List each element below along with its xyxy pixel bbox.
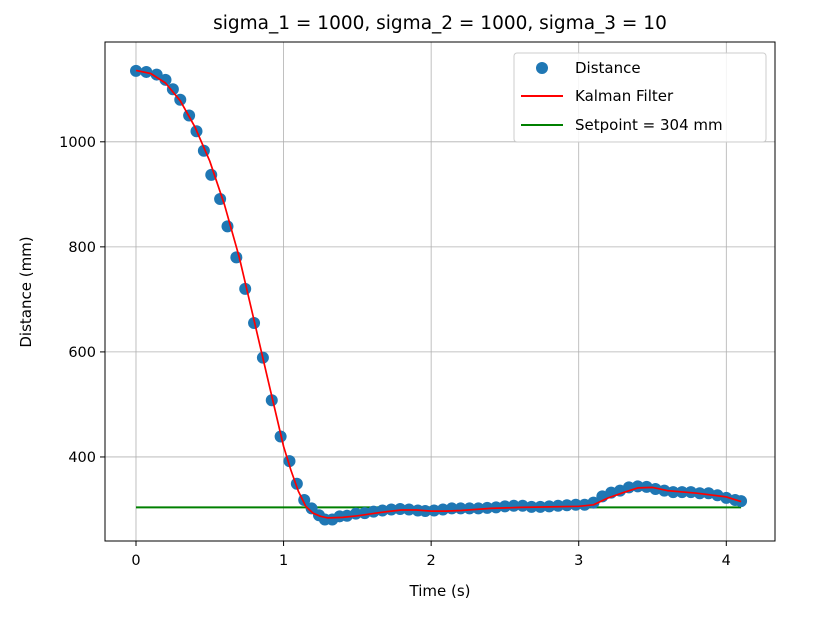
legend-box <box>513 52 767 143</box>
distance-point <box>376 504 389 517</box>
y-tick-label: 1000 <box>59 135 96 151</box>
legend-label-distance: Distance <box>575 59 641 77</box>
y-axis-label: Distance (mm) <box>17 236 35 347</box>
distance-point <box>265 394 278 407</box>
distance-point <box>498 500 511 513</box>
x-tick-label: 3 <box>574 553 583 569</box>
plot-area <box>129 64 748 526</box>
y-tick-label: 800 <box>68 240 96 256</box>
distance-point <box>358 507 371 520</box>
y-tick-label: 400 <box>68 450 96 466</box>
x-tick-label: 4 <box>722 553 731 569</box>
distance-point <box>649 482 662 495</box>
x-axis-label: Time (s) <box>409 582 471 600</box>
legend-label-setpoint: Setpoint = 304 mm <box>575 116 723 134</box>
distance-point <box>394 502 407 515</box>
plot-frame <box>104 41 776 542</box>
legend-label-kalman: Kalman Filter <box>575 87 674 105</box>
axis-ticks: 0 1 2 3 4 400 600 800 1000 <box>59 135 731 569</box>
distance-point <box>569 498 582 511</box>
legend: Distance Kalman Filter Setpoint = 304 mm <box>513 52 767 143</box>
x-tick-label: 0 <box>131 553 140 569</box>
distance-point <box>150 68 163 81</box>
kalman-filter-line <box>135 69 742 519</box>
distance-point <box>436 503 449 516</box>
distance-point <box>385 503 398 516</box>
distance-point <box>552 499 565 512</box>
y-tick-label: 600 <box>68 345 96 361</box>
x-tick-label: 1 <box>279 553 288 569</box>
distance-point <box>159 73 172 86</box>
distance-point <box>463 502 476 515</box>
x-tick-label: 2 <box>427 553 436 569</box>
distance-point <box>507 499 520 512</box>
chart-title: sigma_1 = 1000, sigma_2 = 1000, sigma_3 … <box>213 13 667 34</box>
distance-point <box>560 499 573 512</box>
legend-marker-distance <box>536 62 548 74</box>
distance-point <box>166 83 179 96</box>
distance-point <box>516 499 529 512</box>
distance-point <box>667 486 680 499</box>
